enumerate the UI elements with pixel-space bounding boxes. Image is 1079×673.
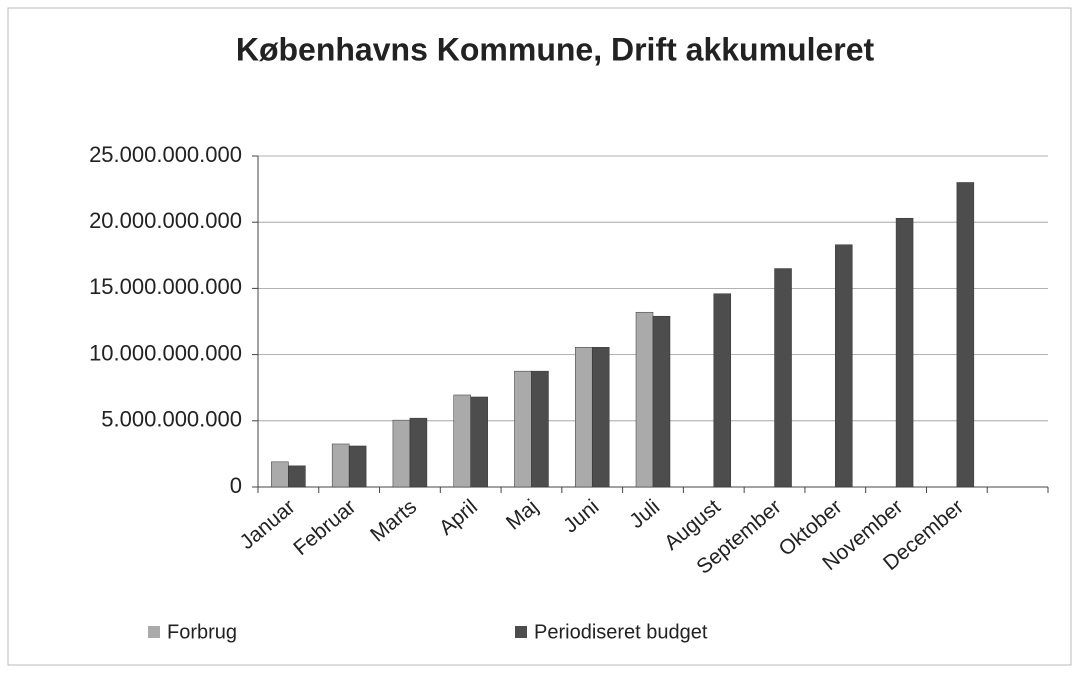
bar [392, 419, 411, 488]
y-tick-label: 15.000.000.000 [89, 274, 242, 299]
chart-title: Københavns Kommune, Drift akkumuleret [236, 31, 875, 67]
legend-label: Forbrug [167, 621, 237, 643]
bar [288, 465, 306, 488]
legend-swatch [515, 626, 527, 638]
bar [514, 370, 532, 488]
bar [331, 443, 350, 488]
y-tick-label: 0 [230, 473, 242, 498]
y-tick-label: 10.000.000.000 [89, 340, 242, 365]
legend-swatch [148, 626, 160, 638]
bar [774, 268, 792, 488]
bar [470, 396, 488, 488]
bar [652, 315, 671, 488]
bar [453, 394, 471, 488]
bar [531, 370, 549, 488]
y-tick-label: 20.000.000.000 [89, 208, 242, 233]
chart-frame [7, 7, 1072, 666]
bar [956, 182, 975, 488]
bar [713, 293, 732, 488]
bar [635, 311, 654, 488]
bar [271, 461, 289, 488]
bar [409, 417, 428, 488]
legend-label: Periodiseret budget [534, 621, 708, 643]
bar [895, 217, 914, 488]
bar [348, 445, 367, 488]
bar [835, 244, 853, 488]
bar [591, 347, 610, 488]
y-tick-label: 5.000.000.000 [101, 407, 242, 432]
y-tick-label: 25.000.000.000 [89, 142, 242, 167]
bar [574, 347, 593, 488]
